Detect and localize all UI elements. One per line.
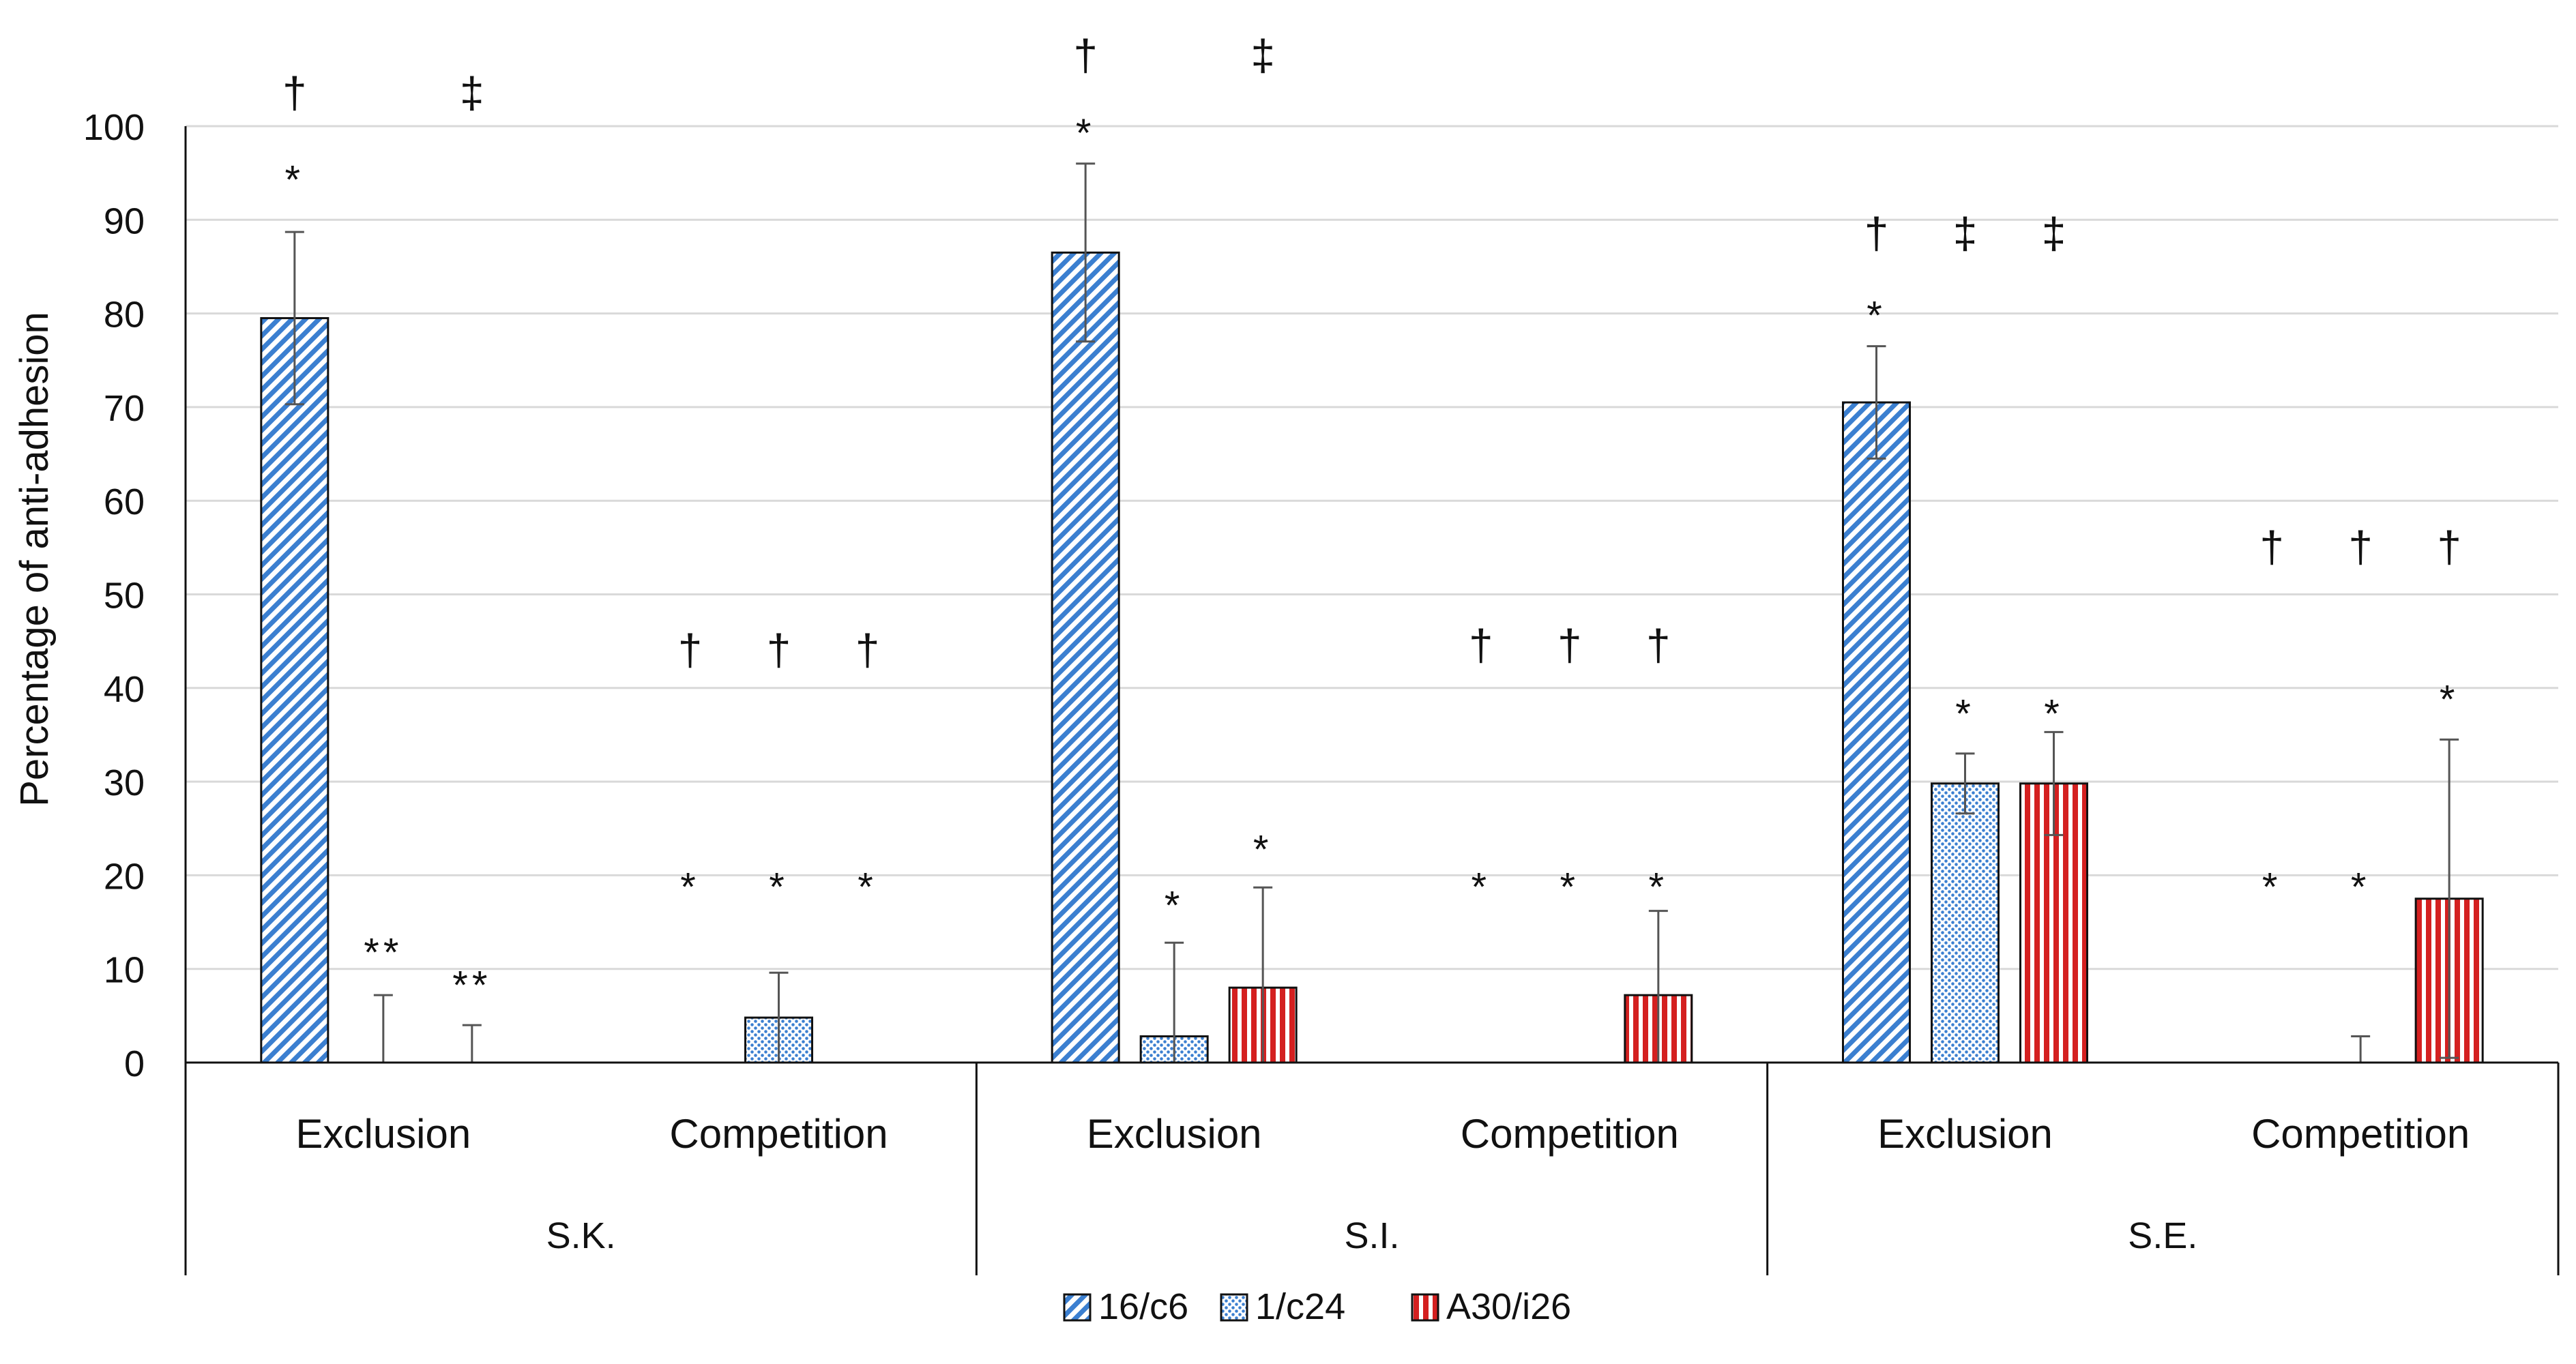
- significance-mark: *: [285, 158, 305, 203]
- legend: 16/c6 1/c24 A30/i26: [1063, 1286, 1571, 1327]
- significance-mark: †: [855, 625, 880, 674]
- x-group-label: S.E.: [2128, 1215, 2197, 1256]
- legend-label: A30/i26: [1446, 1286, 1571, 1327]
- significance-mark: *: [1560, 865, 1580, 909]
- significance-mark: *: [2440, 678, 2459, 722]
- bar: [1931, 782, 2000, 1064]
- significance-mark: *: [1076, 111, 1096, 155]
- legend-swatch: [1220, 1293, 1248, 1322]
- significance-mark: †: [282, 68, 307, 117]
- axes: 0 10 20 30 40 50 60 70 80 90 100 Exclusion Competiti…: [83, 107, 2560, 1275]
- y-tick-label: 70: [104, 388, 145, 429]
- x-category-label: Competition: [669, 1111, 888, 1157]
- significance-mark: †: [1557, 621, 1582, 670]
- significance-mark: **: [452, 963, 491, 1007]
- gridlines: [186, 125, 2558, 970]
- significance-mark: †: [1646, 621, 1671, 670]
- significance-mark: †: [2259, 522, 2284, 572]
- y-tick-label: 20: [104, 856, 145, 897]
- x-category-label: Exclusion: [1877, 1111, 2053, 1157]
- significance-mark: *: [1253, 827, 1273, 872]
- significance-mark: *: [769, 865, 789, 909]
- x-category-label: Competition: [1461, 1111, 1679, 1157]
- significance-mark: **: [364, 930, 402, 975]
- significance-mark: ‡: [1953, 209, 1978, 258]
- significance-mark: *: [1165, 884, 1184, 928]
- significance-mark: *: [1472, 865, 1491, 909]
- y-tick-label: 40: [104, 669, 145, 710]
- x-category-label: Exclusion: [295, 1111, 471, 1157]
- y-axis-label: Percentage of anti-adhesion: [12, 312, 57, 807]
- bar: [1842, 401, 1911, 1064]
- legend-label: 16/c6: [1098, 1286, 1188, 1327]
- significance-mark: *: [2044, 692, 2064, 736]
- significance-mark: ‡: [2042, 209, 2066, 258]
- significance-marks: *†****‡* * *† † †*†**‡* * *† † †** *† ‡ ‡* **† † †: [282, 31, 2461, 1007]
- bars: [260, 251, 2484, 1064]
- significance-mark: *: [858, 865, 877, 909]
- x-group-label: S.I.: [1344, 1215, 1399, 1256]
- significance-mark: *: [1867, 294, 1886, 338]
- legend-swatch: [1411, 1293, 1439, 1322]
- x-category-label: Competition: [2251, 1111, 2470, 1157]
- error-bars: [284, 162, 2459, 1063]
- y-tick-label: 10: [104, 950, 145, 991]
- significance-mark: *: [2262, 865, 2282, 909]
- y-tick-label: 30: [104, 762, 145, 803]
- significance-mark: *: [680, 865, 700, 909]
- significance-mark: †: [678, 625, 703, 674]
- bar: [260, 316, 330, 1064]
- x-category-label: Exclusion: [1087, 1111, 1262, 1157]
- significance-mark: †: [2348, 522, 2373, 572]
- y-tick-label: 90: [104, 201, 145, 241]
- significance-mark: *: [2351, 865, 2371, 909]
- legend-swatch: [1063, 1293, 1092, 1322]
- significance-mark: †: [1469, 621, 1493, 670]
- y-tick-label: 50: [104, 576, 145, 617]
- significance-mark: †: [2437, 522, 2461, 572]
- significance-mark: *: [1649, 865, 1669, 909]
- x-group-label: S.K.: [546, 1215, 616, 1256]
- significance-mark: †: [1864, 209, 1889, 258]
- significance-mark: †: [767, 625, 791, 674]
- significance-mark: ‡: [460, 68, 484, 117]
- bar: [1051, 251, 1120, 1064]
- legend-label: 1/c24: [1255, 1286, 1345, 1327]
- significance-mark: †: [1073, 31, 1098, 80]
- significance-mark: *: [1955, 692, 1975, 736]
- significance-mark: ‡: [1250, 31, 1275, 80]
- y-tick-label: 0: [124, 1043, 145, 1084]
- y-tick-label: 60: [104, 481, 145, 522]
- y-tick-label: 80: [104, 295, 145, 336]
- y-tick-label: 100: [83, 107, 145, 148]
